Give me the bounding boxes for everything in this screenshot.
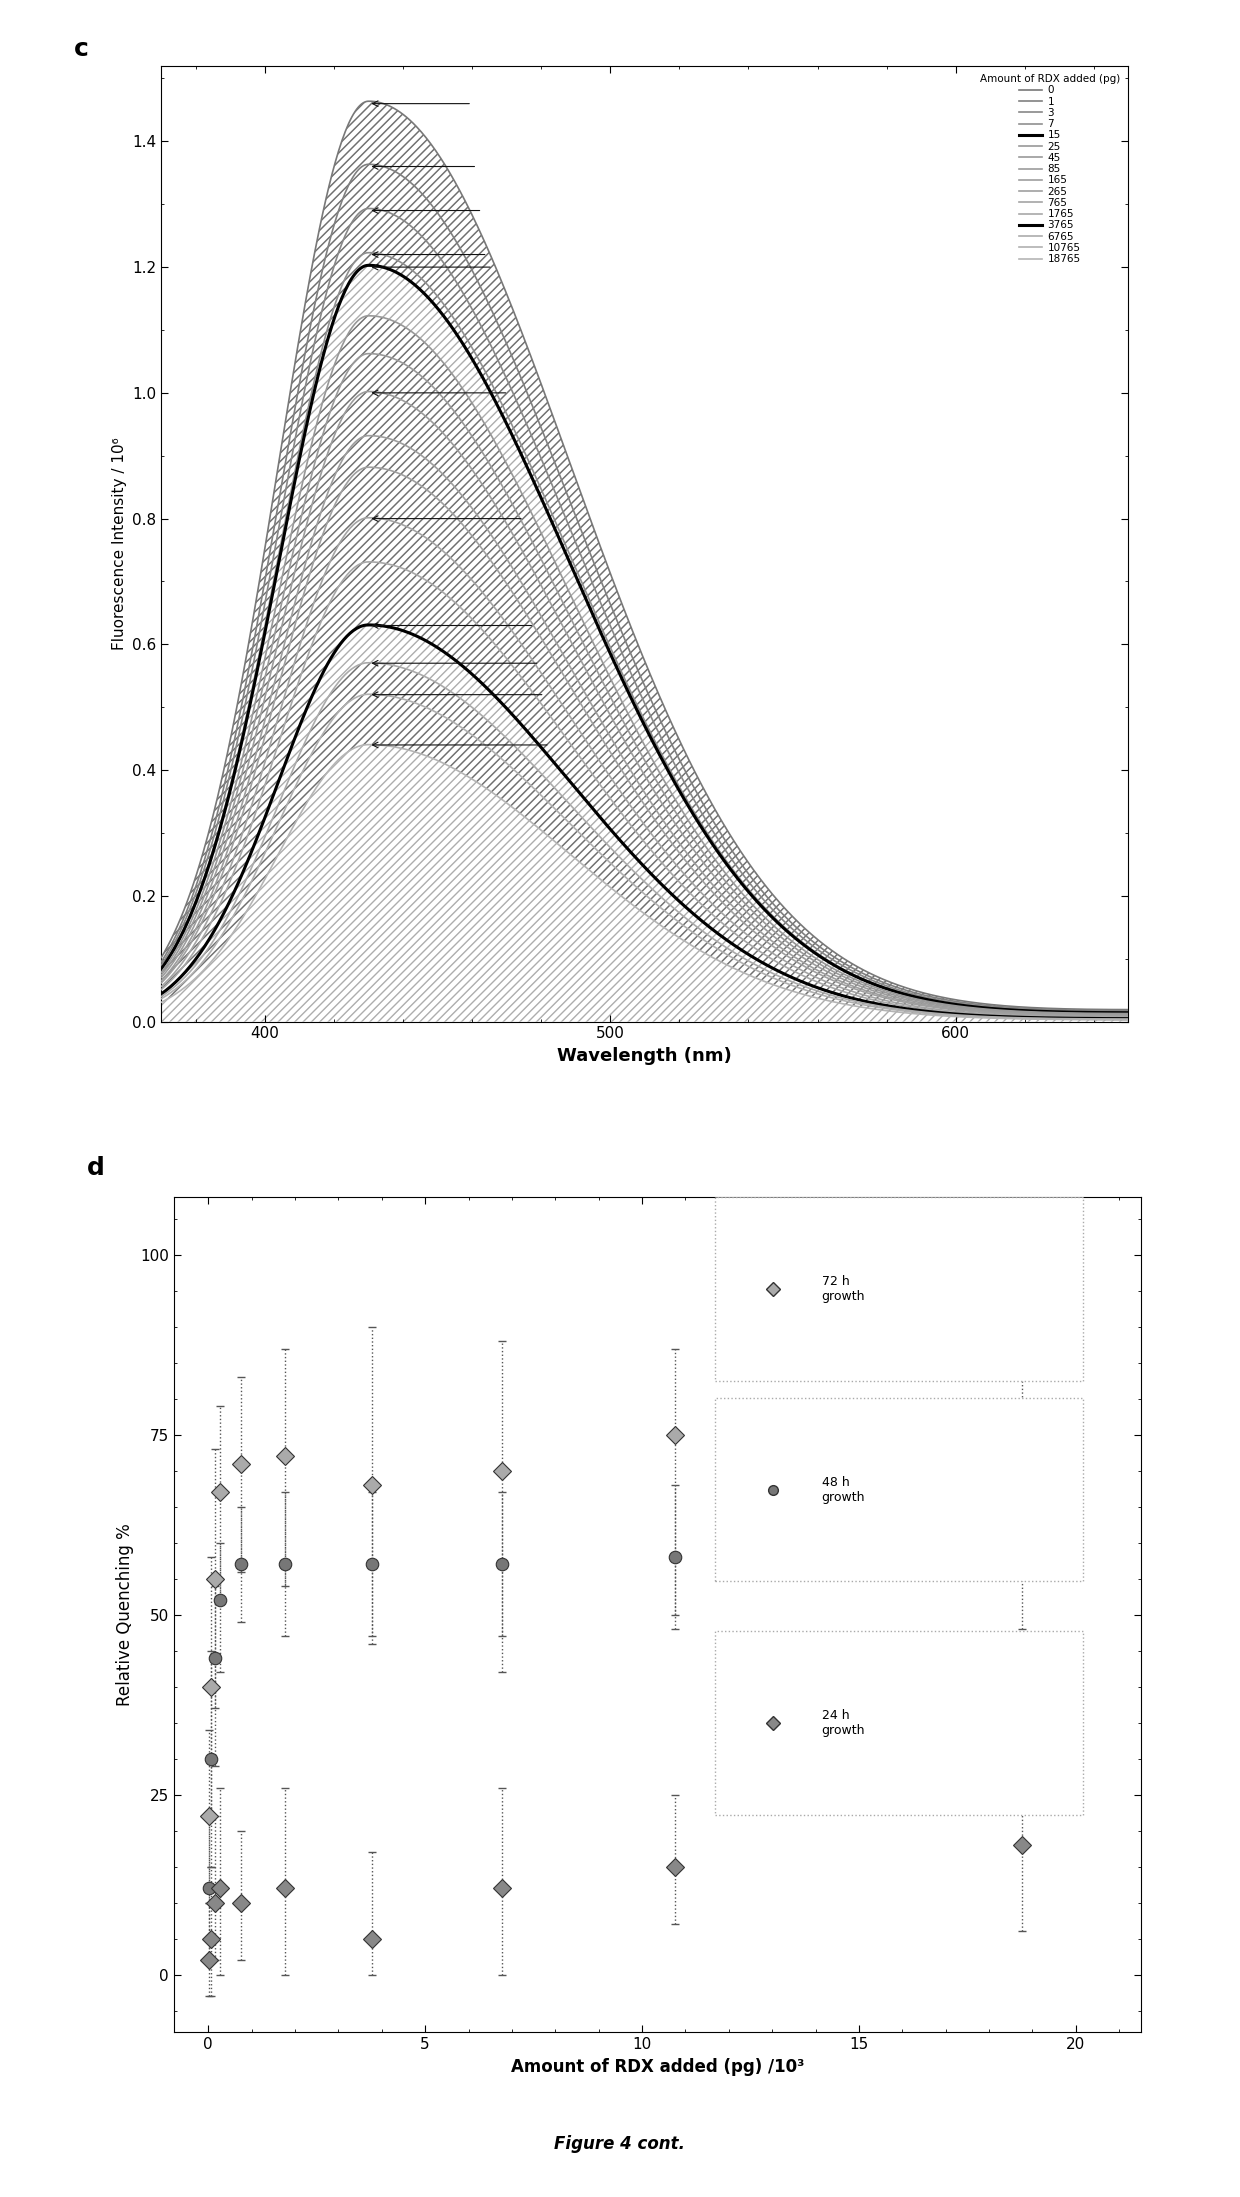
Y-axis label: Relative Quenching %: Relative Quenching % xyxy=(117,1523,134,1707)
Legend: 0, 1, 3, 7, 15, 25, 45, 85, 165, 265, 765, 1765, 3765, 6765, 10765, 18765: 0, 1, 3, 7, 15, 25, 45, 85, 165, 265, 76… xyxy=(977,70,1123,268)
X-axis label: Amount of RDX added (pg) /10³: Amount of RDX added (pg) /10³ xyxy=(511,2059,804,2076)
Y-axis label: Fluorescence Intensity / 10⁶: Fluorescence Intensity / 10⁶ xyxy=(112,437,126,650)
Text: d: d xyxy=(87,1156,104,1180)
FancyBboxPatch shape xyxy=(715,1397,1083,1582)
FancyBboxPatch shape xyxy=(715,1197,1083,1382)
X-axis label: Wavelength (nm): Wavelength (nm) xyxy=(558,1048,732,1066)
Text: Figure 4 cont.: Figure 4 cont. xyxy=(554,2135,686,2153)
Text: c: c xyxy=(74,37,89,62)
Text: 72 h
growth: 72 h growth xyxy=(822,1274,866,1303)
Text: 48 h
growth: 48 h growth xyxy=(822,1476,866,1503)
FancyBboxPatch shape xyxy=(715,1632,1083,1815)
Text: 24 h
growth: 24 h growth xyxy=(822,1709,866,1738)
